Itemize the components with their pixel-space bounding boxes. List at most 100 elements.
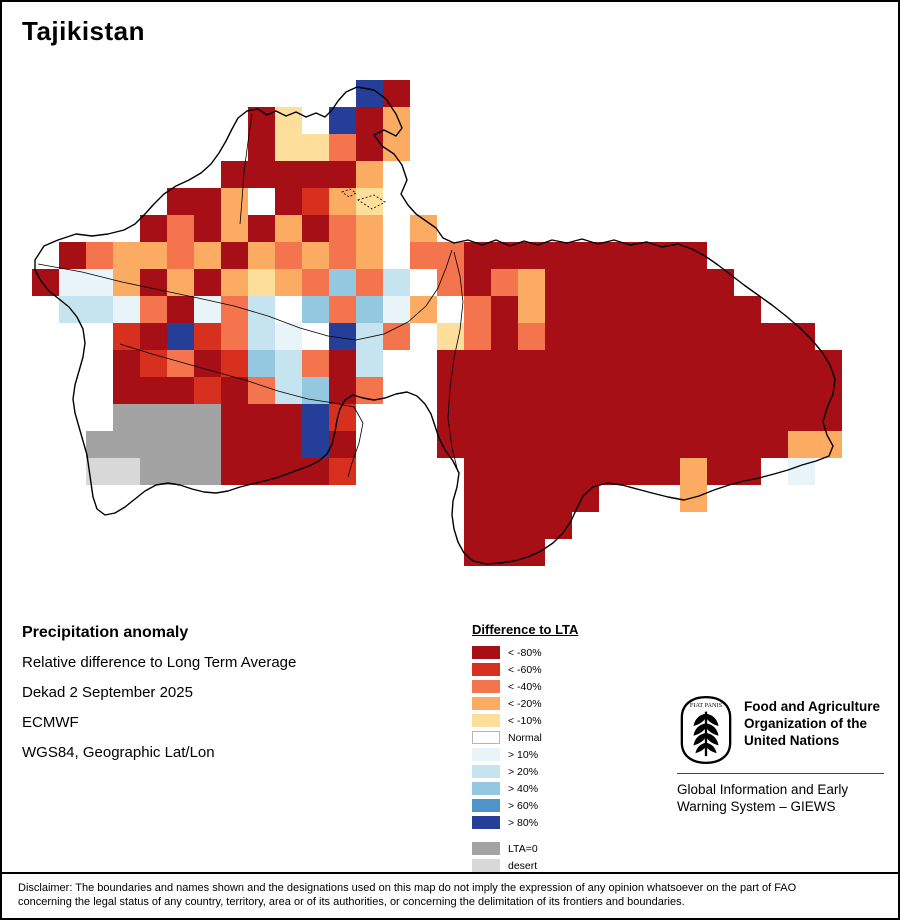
map-cell [653,350,680,377]
legend-label: > 20% [508,765,539,778]
map-cell [518,323,545,350]
map-cell [356,296,383,323]
map-cell [680,404,707,431]
map-cell [572,431,599,458]
map-cell [518,431,545,458]
legend-label: > 80% [508,816,539,829]
legend-label: LTA=0 [508,842,538,855]
map-cell [383,269,410,296]
map-cell [437,377,464,404]
legend-list: < -80% < -60% < -40% < -20% < -10% Normal > 10… [472,644,578,874]
map-cell [410,323,437,350]
map-cell [572,377,599,404]
map-cell [464,539,491,566]
map-cell [626,350,653,377]
map-cell [356,350,383,377]
map-cell [248,188,275,215]
map-cell [545,458,572,485]
map-cell [302,269,329,296]
map-cell [545,512,572,539]
map-cell [221,458,248,485]
map-cell [194,323,221,350]
map-cell [302,404,329,431]
map-cell [653,323,680,350]
legend-item: < -20% [472,695,578,712]
legend-label: < -80% [508,646,542,659]
map-cell [383,107,410,134]
map-cell [140,404,167,431]
map-cell [572,350,599,377]
map-cell [167,458,194,485]
map-cell [572,485,599,512]
legend-item: > 80% [472,814,578,831]
fao-name-line: Organization of the [744,716,867,731]
map-cell [734,296,761,323]
map-cell [248,161,275,188]
map-cell [491,458,518,485]
fao-name: Food and Agriculture Organization of the… [744,694,880,749]
map-cell [302,350,329,377]
map-cell [707,458,734,485]
map-cell [572,296,599,323]
map-cell [140,377,167,404]
map-cell [356,107,383,134]
map-cell [140,431,167,458]
map-cell [464,269,491,296]
map-cell [734,431,761,458]
map-cell [194,404,221,431]
legend-swatch [472,859,500,872]
map-cell [518,269,545,296]
legend-item: > 20% [472,763,578,780]
map-cell [167,242,194,269]
map-cell [734,350,761,377]
map-cell [518,458,545,485]
map-cell [572,404,599,431]
map-cell [464,242,491,269]
map-cell [248,242,275,269]
map-cell [599,404,626,431]
legend-swatch [472,748,500,761]
legend-label: < -40% [508,680,542,693]
map-cell [356,80,383,107]
map-cell [410,215,437,242]
map-cell [302,296,329,323]
disclaimer-line: concerning the legal status of any count… [18,896,685,908]
map-cell [491,431,518,458]
map-cell [194,215,221,242]
map-cell [329,107,356,134]
legend-item: > 10% [472,746,578,763]
map-cell [491,377,518,404]
map-cell [788,377,815,404]
map-cell [356,377,383,404]
map-cell [221,161,248,188]
map-cell [140,269,167,296]
map-cell [167,188,194,215]
map-cell [221,242,248,269]
map-cell [788,458,815,485]
map-cell [383,242,410,269]
map-cell [275,161,302,188]
map-cell [761,350,788,377]
map-cell [653,458,680,485]
map-cell [491,269,518,296]
map-cell [626,377,653,404]
map-cell [356,161,383,188]
map-info-projection: WGS84, Geographic Lat/Lon [22,744,215,761]
legend-label: > 40% [508,782,539,795]
map-cell [518,296,545,323]
map-cell [437,404,464,431]
legend-swatch [472,697,500,710]
map-cell [329,458,356,485]
map-cell [410,296,437,323]
map-cell [464,296,491,323]
map-cell [464,512,491,539]
map-cell [599,431,626,458]
legend-swatch [472,816,500,829]
map-cell [302,377,329,404]
legend-swatch [472,799,500,812]
map-cell [464,350,491,377]
legend-item: < -80% [472,644,578,661]
map-cell [734,323,761,350]
map-cell [302,242,329,269]
